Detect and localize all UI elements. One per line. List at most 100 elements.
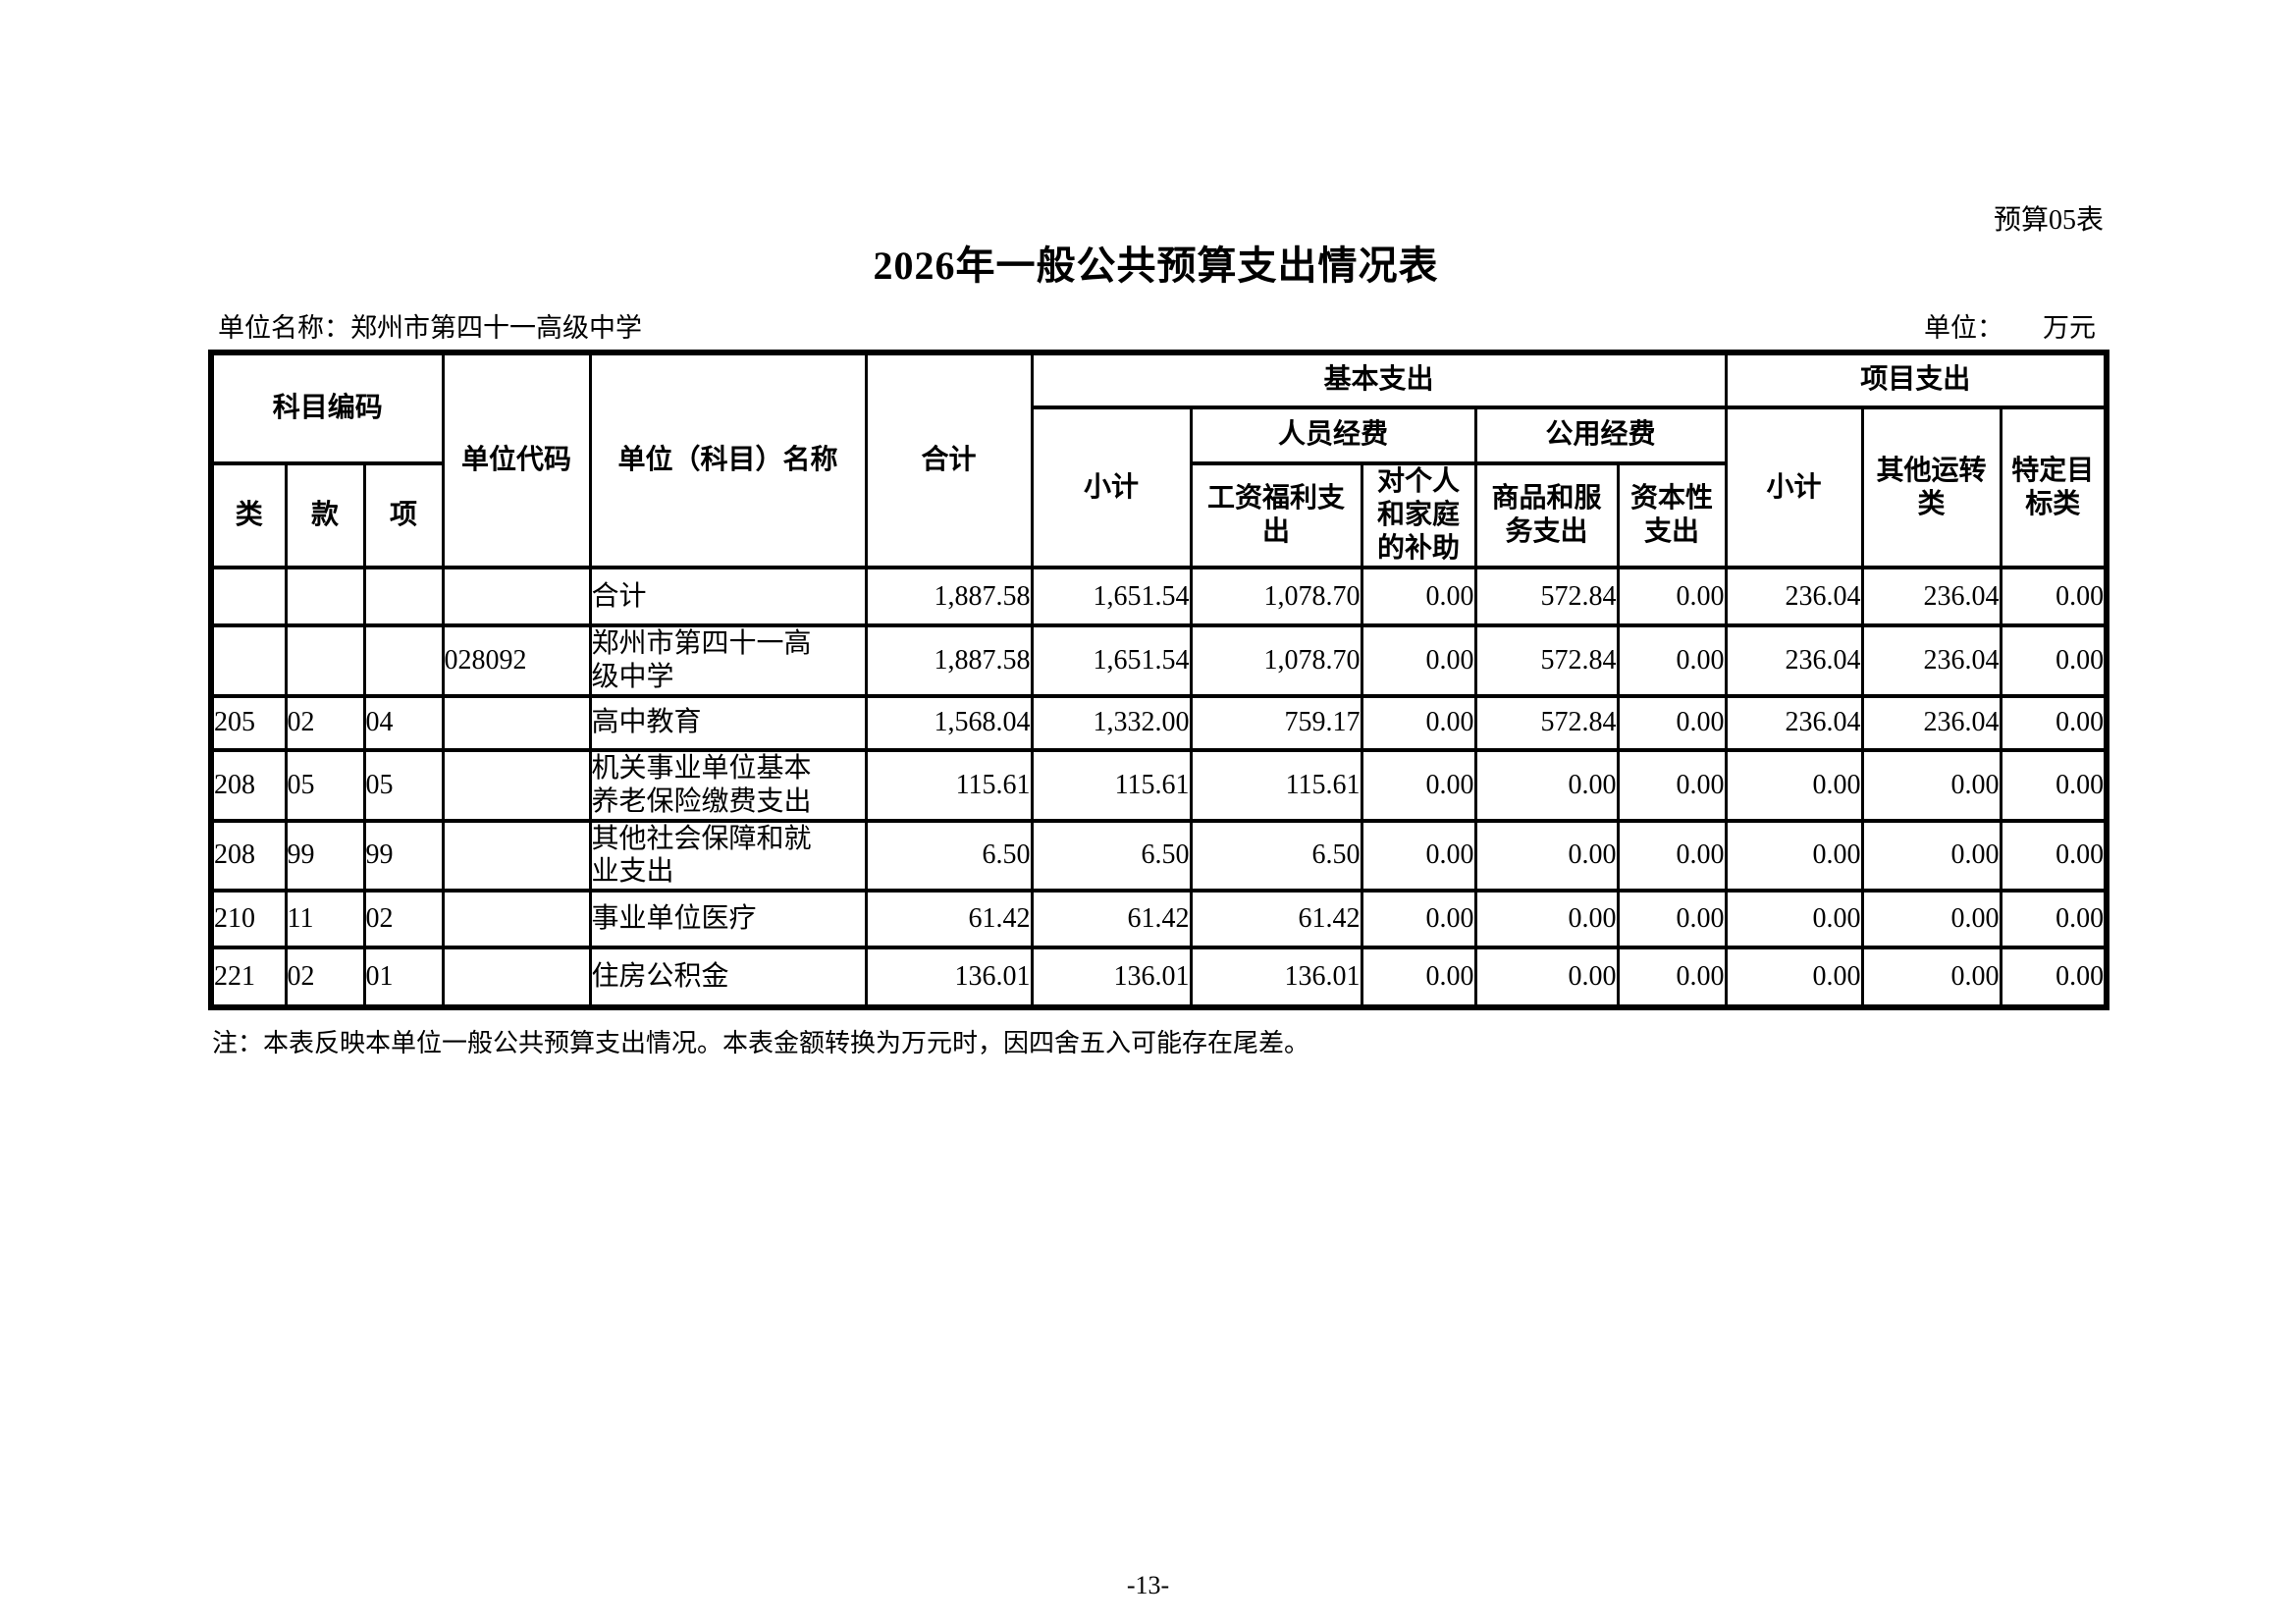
cell-specific-target: 0.00 — [1999, 818, 2109, 893]
cell-unit-code — [441, 888, 592, 949]
cell-unit-subject-name: 住房公积金 — [588, 945, 868, 1009]
cell-specific-target: 0.00 — [1999, 693, 2109, 752]
cell-capital-expenditure: 0.00 — [1616, 818, 1728, 893]
cell-unit-subject-name: 合计 — [588, 566, 868, 628]
cell-section-code — [284, 566, 366, 628]
page-title: 2026年一般公共预算支出情况表 — [873, 243, 1439, 288]
table-row: 205 02 04 高中教育 1,568.04 1,332.00 759.17 0.00 572… — [209, 693, 2109, 752]
cell-capital-expenditure: 0.00 — [1616, 888, 1728, 949]
cell-total: 1,568.04 — [864, 693, 1034, 752]
cell-goods-services: 0.00 — [1473, 888, 1620, 949]
header-unit-subject-name: 单位（科目）名称 — [588, 350, 868, 570]
cell-unit-subject-name: 其他社会保障和就 业支出 — [588, 818, 868, 893]
meta-row: 单位名称：郑州市第四十一高级中学 单位： 万元 — [208, 306, 2104, 346]
cell-specific-target: 0.00 — [1999, 747, 2109, 823]
cell-project-subtotal: 0.00 — [1724, 888, 1864, 949]
cell-total: 6.50 — [864, 818, 1034, 893]
page-number: -13- — [1126, 1571, 1170, 1599]
cell-basic-subtotal: 61.42 — [1030, 888, 1193, 949]
cell-item-code — [362, 623, 445, 698]
cell-basic-subtotal: 6.50 — [1030, 818, 1193, 893]
cell-capital-expenditure: 0.00 — [1616, 693, 1728, 752]
header-personal-family-subsidy: 对个人 和家庭 的补助 — [1360, 460, 1477, 570]
cell-salary-welfare: 115.61 — [1189, 747, 1363, 823]
table-row: 210 11 02 事业单位医疗 61.42 61.42 61.42 0.00 0.00 0.00… — [209, 888, 2109, 949]
header-basic-expenditure: 基本支出 — [1030, 351, 1728, 409]
header-total: 合计 — [864, 350, 1034, 570]
cell-class-code: 208 — [209, 818, 288, 893]
cell-goods-services: 572.84 — [1473, 623, 1620, 698]
table-header: 科目编码 单位代码 单位（科目）名称 合计 基本支出 项目支出 小计 人员经费 … — [209, 350, 2109, 570]
cell-personal-family-subsidy: 0.00 — [1360, 818, 1477, 893]
cell-capital-expenditure: 0.00 — [1616, 945, 1728, 1009]
cell-project-subtotal: 236.04 — [1724, 566, 1864, 628]
cell-project-subtotal: 0.00 — [1724, 747, 1864, 823]
currency-unit-label: 单位： — [1924, 313, 2003, 343]
cell-item-code: 04 — [362, 693, 445, 752]
cell-goods-services: 0.00 — [1473, 945, 1620, 1009]
currency-unit-value: 万元 — [2043, 313, 2096, 343]
header-other-transport: 其他运转 类 — [1860, 405, 2002, 570]
cell-unit-subject-name: 事业单位医疗 — [588, 888, 868, 949]
currency-unit: 单位： 万元 — [1924, 306, 2096, 345]
cell-unit-code: 028092 — [441, 623, 592, 698]
cell-total: 1,887.58 — [864, 623, 1034, 698]
cell-total: 1,887.58 — [864, 566, 1034, 628]
cell-unit-code — [441, 945, 592, 1009]
form-label: 预算05表 — [1993, 205, 2104, 236]
cell-class-code — [209, 623, 288, 698]
cell-other-transport: 0.00 — [1860, 888, 2002, 949]
header-item: 项 — [362, 460, 445, 570]
cell-basic-subtotal: 115.61 — [1030, 747, 1193, 823]
header-public-funds: 公用经费 — [1473, 406, 1728, 465]
cell-total: 115.61 — [864, 747, 1034, 823]
cell-section-code: 99 — [284, 818, 366, 893]
cell-specific-target: 0.00 — [1999, 945, 2109, 1009]
header-row-2: 小计 人员经费 公用经费 小计 其他运转 类 特定目 标类 — [211, 405, 2109, 570]
cell-total: 136.01 — [864, 945, 1034, 1009]
cell-personal-family-subsidy: 0.00 — [1360, 623, 1477, 698]
cell-salary-welfare: 136.01 — [1189, 945, 1363, 1009]
cell-specific-target: 0.00 — [1999, 888, 2109, 949]
cell-basic-subtotal: 1,332.00 — [1030, 693, 1193, 752]
cell-section-code: 02 — [284, 693, 366, 752]
cell-salary-welfare: 1,078.70 — [1189, 623, 1363, 698]
cell-section-code: 05 — [284, 747, 366, 823]
cell-project-subtotal: 0.00 — [1724, 945, 1864, 1009]
header-subject-code: 科目编码 — [209, 351, 445, 465]
cell-total: 61.42 — [864, 888, 1034, 949]
cell-personal-family-subsidy: 0.00 — [1360, 945, 1477, 1009]
header-capital-expenditure: 资本性 支出 — [1616, 460, 1728, 570]
cell-class-code: 221 — [209, 945, 288, 1009]
cell-capital-expenditure: 0.00 — [1616, 623, 1728, 698]
cell-goods-services: 572.84 — [1473, 566, 1620, 628]
cell-item-code: 99 — [362, 818, 445, 893]
unit-name: 单位名称：郑州市第四十一高级中学 — [218, 313, 642, 343]
header-project-expenditure: 项目支出 — [1724, 351, 2109, 409]
cell-item-code: 02 — [362, 888, 445, 949]
header-section: 款 — [284, 460, 366, 570]
cell-capital-expenditure: 0.00 — [1616, 747, 1728, 823]
table-row: 028092 郑州市第四十一高 级中学 1,887.58 1,651.54 1,078.… — [209, 623, 2109, 698]
cell-specific-target: 0.00 — [1999, 566, 2109, 628]
cell-section-code: 11 — [284, 888, 366, 949]
cell-salary-welfare: 1,078.70 — [1189, 566, 1363, 628]
cell-specific-target: 0.00 — [1999, 623, 2109, 698]
header-goods-services: 商品和服 务支出 — [1473, 460, 1620, 570]
header-row-1: 科目编码 单位代码 单位（科目）名称 合计 基本支出 项目支出 — [209, 350, 2109, 570]
cell-class-code: 210 — [209, 888, 288, 949]
cell-unit-code — [441, 566, 592, 628]
cell-project-subtotal: 236.04 — [1724, 623, 1864, 698]
cell-item-code: 05 — [362, 747, 445, 823]
header-personnel-funds: 人员经费 — [1189, 406, 1477, 465]
cell-class-code: 208 — [209, 747, 288, 823]
cell-personal-family-subsidy: 0.00 — [1360, 566, 1477, 628]
cell-salary-welfare: 759.17 — [1189, 693, 1363, 752]
cell-other-transport: 0.00 — [1860, 945, 2002, 1009]
header-salary-welfare: 工资福利支 出 — [1189, 460, 1363, 570]
header-row-3: 类 款 项 工资福利支 出 对个人 和家庭 的补助 商品和服 务支出 资本性 支… — [209, 460, 2107, 570]
cell-project-subtotal: 0.00 — [1724, 818, 1864, 893]
cell-salary-welfare: 61.42 — [1189, 888, 1363, 949]
cell-unit-code — [441, 693, 592, 752]
